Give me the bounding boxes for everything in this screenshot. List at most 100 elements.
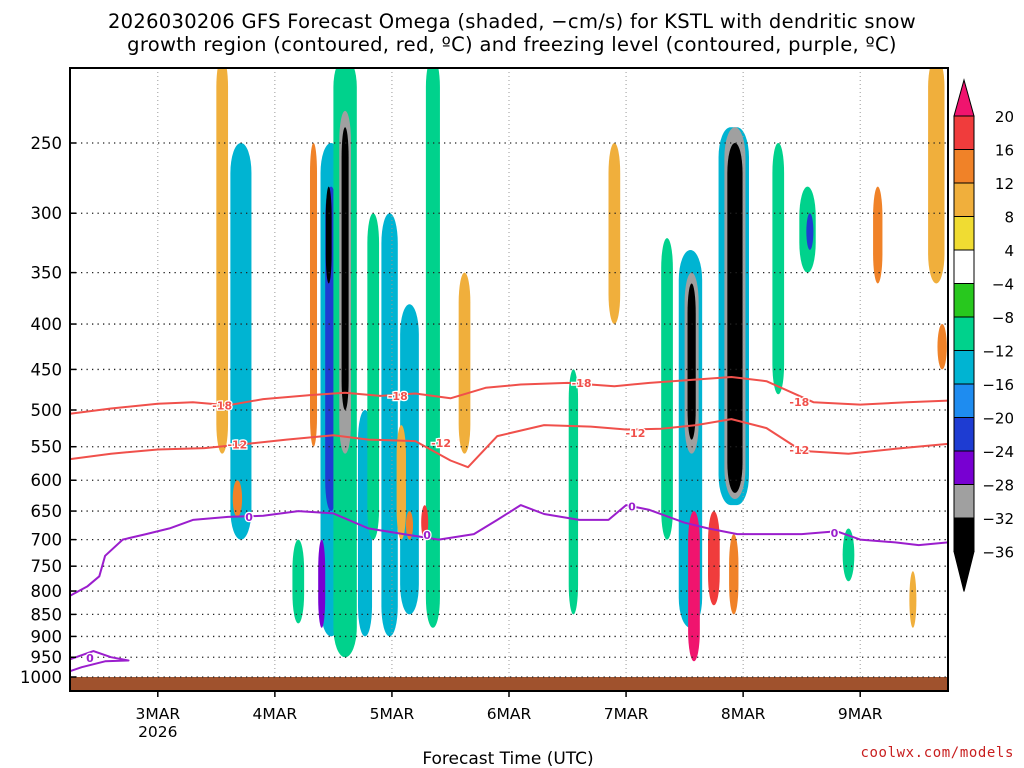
omega-cell-4 [292,539,305,624]
colorbar-box-8 [953,383,975,418]
contour-label--12-2: -12 [625,427,645,440]
y-tick-label-700: 700 [31,531,63,550]
colorbar: 20 16 12 8 4 −4 −8 −12 −16 −20 −24 −28 −32 −36 [953,78,1014,592]
grid-lines [70,68,948,678]
omega-cell-37 [806,213,814,250]
colorbar-top-arrow [953,78,975,117]
colorbar-box-12 [953,517,975,552]
omega-cell-34 [729,534,739,615]
x-tick-label-9MAR: 9MAR [838,705,883,723]
contour-0b [70,504,948,597]
y-tick-label-550: 550 [31,438,63,457]
y-tick-label-600: 600 [31,471,63,490]
omega-cell-19 [425,68,440,628]
colorbar-box-6 [953,316,975,351]
y-tick-label-500: 500 [31,401,63,420]
omega-cell-33 [727,143,743,493]
y-tick-label-900: 900 [31,627,63,646]
x-tick-sublabel-3MAR: 2026 [138,723,177,741]
omega-cell-42 [909,571,917,628]
chart-title: 2026030206 GFS Forecast Omega (shaded, −… [0,10,1024,56]
colorbar-label-7: −12 [982,343,1014,361]
colorbar-label-4: 4 [1004,242,1014,260]
omega-cell-35 [772,143,785,395]
plot-frame [69,67,949,692]
omega-cell-41 [937,324,947,370]
x-tick-label-5MAR: 5MAR [370,705,415,723]
omega-cell-16 [381,213,398,637]
y-tick-label-300: 300 [31,204,63,223]
omega-cell-24 [608,143,621,325]
omega-cell-28 [687,283,696,440]
contour-label--18-3: -18 [789,396,809,409]
contour-label-0-0: 0 [86,652,94,665]
x-tick-label-7MAR: 7MAR [604,705,649,723]
colorbar-label-3: 8 [1004,209,1014,227]
omega-cell-12 [309,143,318,447]
omega-cell-39 [873,186,883,284]
omega-cell-2 [232,480,243,517]
contour-label--12-0: -12 [227,439,247,452]
y-tick-label-350: 350 [31,264,63,283]
omega-cell-14 [367,213,380,540]
y-tick-label-1000: 1000 [20,668,62,687]
y-axis: 250 300 350 400 450 500 550 600 650 700 750 800 850 9… [20,134,76,687]
x-tick-label-4MAR: 4MAR [253,705,298,723]
colorbar-box-0 [953,115,975,150]
contour-label--12-3: -12 [789,444,809,457]
colorbar-box-11 [953,484,975,519]
x-tick-label-6MAR: 6MAR [487,705,532,723]
y-tick-label-750: 750 [31,557,63,576]
watermark: coolwx.com/models [860,745,1014,761]
colorbar-label-0: 20 [995,108,1014,126]
contour-label--18-1: -18 [388,390,408,403]
omega-cell-29 [688,511,700,662]
contour-layer: -18 -18 -18 -18 -12 -12 -12 -12 0 0 0 0 0 [70,376,948,673]
omega-cell-25 [661,238,673,540]
contour-label--18-0: -18 [212,399,232,412]
y-tick-label-950: 950 [31,648,63,667]
omega-shading-layer [216,68,947,662]
omega-cell-7 [325,186,332,284]
colorbar-label-5: −4 [992,276,1014,294]
colorbar-box-9 [953,417,975,452]
omega-cell-18 [405,511,414,540]
y-tick-label-650: 650 [31,502,63,521]
omega-cell-17 [400,304,419,615]
title-line-1: 2026030206 GFS Forecast Omega (shaded, −… [107,10,917,33]
contour--12 [70,418,948,469]
y-tick-label-250: 250 [31,134,63,153]
omega-cell-1 [230,143,252,540]
colorbar-label-12: −32 [982,510,1014,528]
omega-cell-30 [708,511,720,606]
x-tick-label-3MAR: 3MAR [135,705,180,723]
omega-cell-21 [458,272,471,454]
colorbar-box-7 [953,350,975,385]
contour-label-0b-0: 0 [245,511,253,524]
contour-label--12-1: -12 [431,437,451,450]
colorbar-box-3 [953,216,975,251]
colorbar-label-1: 16 [995,142,1014,160]
y-tick-label-800: 800 [31,582,63,601]
x-axis-label: Forecast Time (UTC) [422,749,593,768]
colorbar-box-10 [953,450,975,485]
y-tick-label-450: 450 [31,360,63,379]
omega-cell-10 [341,127,349,410]
colorbar-label-13: −36 [982,544,1014,562]
omega-cell-38 [842,528,855,582]
colorbar-box-5 [953,283,975,318]
colorbar-box-4 [953,249,975,284]
omega-cell-22 [396,425,406,540]
contour-label-0b-3: 0 [831,527,839,540]
omega-cell-11 [318,539,326,628]
x-tick-label-8MAR: 8MAR [721,705,766,723]
colorbar-label-2: 12 [995,175,1014,193]
contour--18 [70,376,948,415]
omega-cell-3 [216,68,229,454]
ground-surface [70,677,948,691]
colorbar-label-11: −28 [982,477,1014,495]
omega-cell-23 [568,369,579,615]
colorbar-label-10: −24 [982,443,1014,461]
